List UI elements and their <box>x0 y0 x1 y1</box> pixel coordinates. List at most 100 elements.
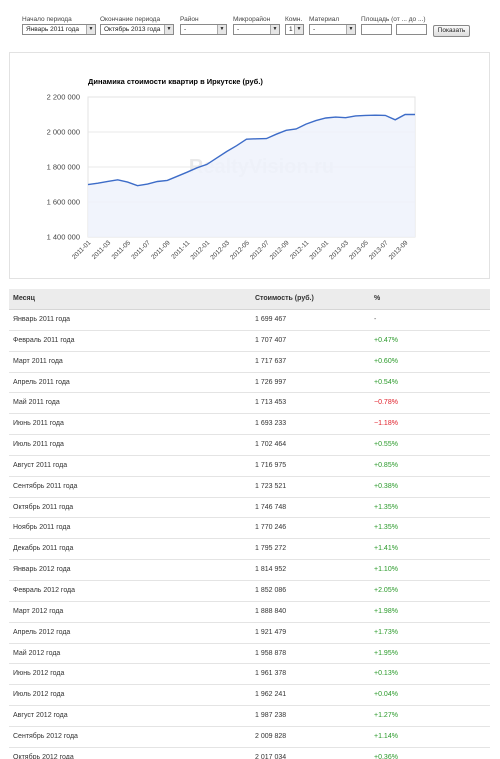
district-label: Район <box>180 16 199 23</box>
y-tick-label: 1 600 000 <box>47 198 80 207</box>
end-period-label: Окончание периода <box>100 16 161 23</box>
cost-cell: 1 921 479 <box>255 628 287 636</box>
x-tick-label: 2011-09 <box>150 239 172 261</box>
x-tick-label: 2011-07 <box>130 239 152 261</box>
pct-cell: +1.10% <box>374 566 398 574</box>
table-row: Октябрь 2012 года 2 017 034 +0.36% <box>9 748 490 759</box>
material-value: - <box>313 26 316 33</box>
cost-cell: 1 795 272 <box>255 545 287 553</box>
month-cell: Февраль 2012 года <box>13 586 76 594</box>
month-cell: Февраль 2011 года <box>13 336 75 344</box>
area-from-input[interactable] <box>361 24 392 35</box>
month-cell: Март 2011 года <box>13 357 63 365</box>
pct-cell: +2.05% <box>374 586 398 594</box>
cost-cell: 1 693 233 <box>255 420 287 428</box>
table-row: Сентябрь 2011 года 1 723 521 +0.38% <box>9 477 490 498</box>
month-cell: Март 2012 года <box>13 607 64 615</box>
month-cell: Май 2012 года <box>13 649 61 657</box>
month-cell: Август 2011 года <box>13 461 68 469</box>
pct-cell: +0.13% <box>374 670 398 678</box>
pct-cell: +1.95% <box>374 649 398 657</box>
chevron-down-icon: ▼ <box>346 25 355 34</box>
y-tick-label: 1 400 000 <box>47 233 80 242</box>
cost-cell: 2 017 034 <box>255 753 287 759</box>
month-cell: Август 2012 года <box>13 712 68 720</box>
month-cell: Январь 2012 года <box>13 566 71 574</box>
table-row: Январь 2012 года 1 814 952 +1.10% <box>9 560 490 581</box>
x-tick-label: 2013-05 <box>348 239 370 261</box>
month-cell: Июнь 2012 года <box>13 670 65 678</box>
pct-cell: +0.04% <box>374 691 398 699</box>
header-cost: Стоимость (руб.) <box>255 295 314 302</box>
chevron-down-icon: ▼ <box>294 25 303 34</box>
cost-cell: 1 717 637 <box>255 357 287 365</box>
cost-cell: 1 852 086 <box>255 586 287 594</box>
table-row: Февраль 2012 года 1 852 086 +2.05% <box>9 581 490 602</box>
pct-cell: +1.73% <box>374 628 398 636</box>
microdistrict-group: Микрорайон - ▼ <box>233 15 280 35</box>
cost-cell: 1 958 878 <box>255 649 287 657</box>
microdistrict-select[interactable]: - ▼ <box>233 24 280 35</box>
rooms-label: Комн. <box>285 16 303 23</box>
month-cell: Октябрь 2012 года <box>13 753 74 759</box>
pct-cell: +1.35% <box>374 524 398 532</box>
area-label: Площадь (от ... до ...) <box>361 16 426 23</box>
pct-cell: +1.35% <box>374 503 398 511</box>
start-period-select[interactable]: Январь 2011 года ▼ <box>22 24 96 35</box>
cost-cell: 1 699 467 <box>255 316 287 323</box>
month-cell: Декабрь 2011 года <box>13 545 74 553</box>
pct-cell: - <box>374 316 377 323</box>
material-select[interactable]: - ▼ <box>309 24 356 35</box>
start-period-label: Начало периода <box>22 16 72 23</box>
table-row: Январь 2011 года 1 699 467 - <box>9 310 490 331</box>
cost-cell: 1 707 407 <box>255 336 287 344</box>
district-group: Район - ▼ <box>180 15 227 35</box>
chart-title: Динамика стоимости квартир в Иркутске (р… <box>88 77 263 86</box>
table-row: Июль 2011 года 1 702 464 +0.55% <box>9 435 490 456</box>
pct-cell: +0.38% <box>374 482 398 490</box>
rooms-select[interactable]: 1 ▼ <box>285 24 304 35</box>
month-cell: Сентябрь 2011 года <box>13 482 78 490</box>
month-cell: Июль 2011 года <box>13 441 64 449</box>
area-to-input[interactable] <box>396 24 427 35</box>
table-row: Март 2012 года 1 888 840 +1.98% <box>9 602 490 623</box>
table-header: Месяц Стоимость (руб.) % <box>9 289 490 310</box>
table-row: Апрель 2012 года 1 921 479 +1.73% <box>9 623 490 644</box>
end-period-select[interactable]: Октябрь 2013 года ▼ <box>100 24 174 35</box>
y-tick-label: 2 200 000 <box>47 93 80 102</box>
district-select[interactable]: - ▼ <box>180 24 227 35</box>
table-row: Сентябрь 2012 года 2 009 828 +1.14% <box>9 727 490 748</box>
month-cell: Ноябрь 2011 года <box>13 524 71 532</box>
series-area <box>88 114 415 237</box>
x-tick-label: 2012-07 <box>249 239 271 261</box>
x-tick-label: 2012-01 <box>190 239 212 261</box>
price-table: Месяц Стоимость (руб.) % Январь 2011 год… <box>9 289 490 759</box>
pct-cell: +0.55% <box>374 441 398 449</box>
show-button[interactable]: Показать <box>433 25 470 37</box>
month-cell: Октябрь 2011 года <box>13 503 74 511</box>
header-month: Месяц <box>13 295 35 302</box>
filters-bar: Начало периода Январь 2011 года ▼ Оконча… <box>0 0 500 44</box>
cost-cell: 1 888 840 <box>255 607 287 615</box>
table-row: Август 2011 года 1 716 975 +0.85% <box>9 456 490 477</box>
table-row: Март 2011 года 1 717 637 +0.60% <box>9 352 490 373</box>
start-period-group: Начало периода Январь 2011 года ▼ <box>22 15 96 35</box>
material-group: Материал - ▼ <box>309 15 356 35</box>
table-row: Декабрь 2011 года 1 795 272 +1.41% <box>9 539 490 561</box>
month-cell: Апрель 2012 года <box>13 628 71 636</box>
month-cell: Сентябрь 2012 года <box>13 732 78 740</box>
cost-cell: 1 726 997 <box>255 378 287 386</box>
end-period-value: Октябрь 2013 года <box>104 26 161 33</box>
x-tick-label: 2012-03 <box>209 239 231 261</box>
pct-cell: +1.41% <box>374 545 398 553</box>
pct-cell: −0.78% <box>374 399 398 407</box>
month-cell: Январь 2011 года <box>13 316 71 323</box>
table-row: Октябрь 2011 года 1 746 748 +1.35% <box>9 498 490 519</box>
x-tick-label: 2011-01 <box>71 239 93 261</box>
pct-cell: +0.85% <box>374 461 398 469</box>
header-pct: % <box>374 295 381 302</box>
cost-cell: 2 009 828 <box>255 732 287 740</box>
microdistrict-label: Микрорайон <box>233 16 271 23</box>
table-row: Май 2011 года 1 713 453 −0.78% <box>9 393 490 415</box>
chevron-down-icon: ▼ <box>270 25 279 34</box>
